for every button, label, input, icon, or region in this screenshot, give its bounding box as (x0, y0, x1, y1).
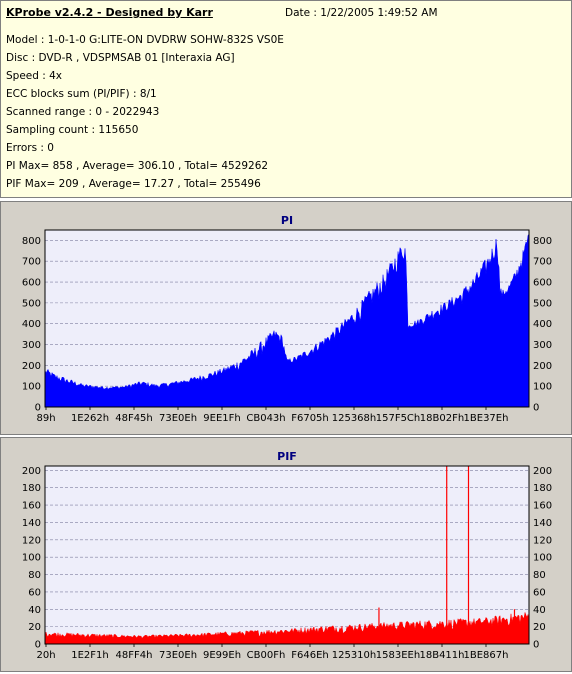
pif-xtick-label: 73E0Eh (159, 650, 197, 661)
pif-ytick-label-right: 200 (533, 466, 552, 477)
pif-chart-title: PIF (277, 450, 297, 463)
pif-xtick-label: 1BE867h (464, 650, 509, 661)
sampling-line: Sampling count : 115650 (6, 124, 139, 136)
pi-ytick-label-right: 700 (533, 257, 552, 268)
pi-ytick-label: 600 (22, 278, 41, 289)
info-panel: KProbe v2.4.2 - Designed by Karr Date : … (0, 0, 572, 198)
pif-xtick-label: F646Eh (291, 650, 329, 661)
pi-xtick-label: F6705h (291, 413, 329, 424)
pi-ytick-label: 400 (22, 319, 41, 330)
pi-stats-line: PI Max= 858 , Average= 306.10 , Total= 4… (6, 160, 269, 172)
model-line: Model : 1-0-1-0 G:LITE-ON DVDRW SOHW-832… (6, 34, 284, 46)
speed-line: Speed : 4x (6, 70, 63, 82)
app-title: KProbe v2.4.2 - Designed by Karr (6, 6, 213, 19)
pi-ytick-label-right: 800 (533, 236, 552, 247)
pi-xtick-label: 9EE1Fh (203, 413, 240, 424)
pi-chart-panel: PI 0 0 100 100 200 200 300 300 400 400 500 500 600 600… (0, 201, 572, 435)
pif-ytick-label-right: 80 (533, 570, 546, 581)
pif-ytick-label-right: 140 (533, 518, 552, 529)
pif-ytick-label-right: 60 (533, 587, 546, 598)
pif-plot-area (45, 466, 529, 644)
pif-ytick-label: 80 (28, 570, 41, 581)
pif-ytick-label: 180 (22, 483, 41, 494)
pi-ytick-label-right: 100 (533, 382, 552, 393)
pif-ytick-label: 20 (28, 622, 41, 633)
pif-ytick-label: 160 (22, 501, 41, 512)
pi-chart: PI 0 0 100 100 200 200 300 300 400 400 500 500 600 600… (22, 214, 552, 424)
pif-ytick-label-right: 20 (533, 622, 546, 633)
pif-ytick-label: 100 (22, 553, 41, 564)
range-line: Scanned range : 0 - 2022943 (6, 106, 160, 118)
pif-xtick-label: 9E99Eh (203, 650, 241, 661)
pi-ytick-label: 0 (35, 403, 41, 414)
pif-ytick-label-right: 180 (533, 483, 552, 494)
pi-ytick-label-right: 300 (533, 340, 552, 351)
pif-xtick-label: 48FF4h (116, 650, 153, 661)
pif-data-area (44, 611, 530, 645)
pif-stats-line: PIF Max= 209 , Average= 17.27 , Total= 2… (6, 178, 261, 190)
pi-xtick-label: 73E0Eh (159, 413, 197, 424)
pi-ytick-label-right: 600 (533, 278, 552, 289)
disc-line: Disc : DVD-R , VDSPMSAB 01 [Interaxia AG… (6, 52, 235, 64)
pi-ytick-label-right: 400 (533, 319, 552, 330)
pi-data-area (44, 233, 530, 408)
pif-xtick-label: 1583EEh (376, 650, 420, 661)
pif-ytick-label: 120 (22, 535, 41, 546)
pif-xtick-label: 18B411h (419, 650, 464, 661)
pi-plot-border (44, 229, 530, 408)
pi-xtick-label: 18B02Fh (420, 413, 464, 424)
pi-ytick-label: 800 (22, 236, 41, 247)
pif-ytick-label-right: 160 (533, 501, 552, 512)
pi-ytick-label-right: 0 (533, 403, 539, 414)
pif-ytick-label: 0 (35, 640, 41, 651)
pi-ytick-label-right: 500 (533, 298, 552, 309)
pi-ytick-label: 700 (22, 257, 41, 268)
pif-ytick-label-right: 120 (533, 535, 552, 546)
pif-xtick-label: CB00Fh (247, 650, 286, 661)
pif-xtick-label: 125310h (332, 650, 377, 661)
pif-ytick-label-right: 0 (533, 640, 539, 651)
pif-chart-panel: PIF 0 0 20 20 40 40 60 60 80 80 100 100 120 120 140 140 1… (0, 437, 572, 672)
pif-xtick-label: 1E2F1h (71, 650, 109, 661)
pi-xtick-label: 157F5Ch (376, 413, 421, 424)
pi-ytick-label-right: 200 (533, 361, 552, 372)
errors-line: Errors : 0 (6, 142, 54, 154)
pif-ytick-label: 60 (28, 587, 41, 598)
pi-xtick-label: 125368h (332, 413, 377, 424)
pi-xtick-label: 1BE37Eh (464, 413, 509, 424)
pif-plot-border (44, 465, 530, 645)
pif-ytick-label: 200 (22, 466, 41, 477)
pif-xtick-label: 20h (36, 650, 55, 661)
scan-date: Date : 1/22/2005 1:49:52 AM (285, 7, 438, 19)
ecc-line: ECC blocks sum (PI/PIF) : 8/1 (6, 88, 157, 100)
pi-chart-title: PI (281, 214, 293, 227)
pi-ytick-label: 500 (22, 298, 41, 309)
pi-xtick-label: CB043h (246, 413, 285, 424)
pif-ytick-label-right: 100 (533, 553, 552, 564)
pi-ytick-label: 100 (22, 382, 41, 393)
pif-ytick-label: 40 (28, 605, 41, 616)
pi-xtick-label: 1E262h (71, 413, 109, 424)
pi-xtick-label: 89h (36, 413, 55, 424)
pif-ytick-label-right: 40 (533, 605, 546, 616)
pi-xtick-label: 48F45h (115, 413, 153, 424)
pif-ytick-label: 140 (22, 518, 41, 529)
pi-ytick-label: 300 (22, 340, 41, 351)
pi-ytick-label: 200 (22, 361, 41, 372)
pif-chart: PIF 0 0 20 20 40 40 60 60 80 80 100 100 120 120 140 140 1… (22, 450, 552, 661)
